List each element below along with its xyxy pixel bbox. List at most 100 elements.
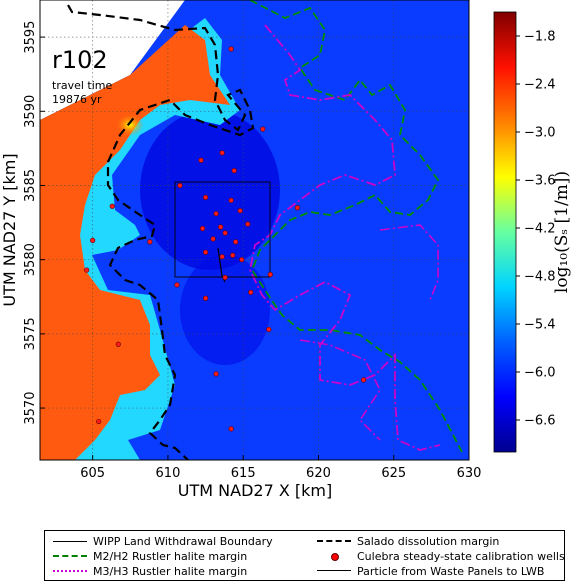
calibration-well [228,46,234,52]
m3-h3-rustler-halite-margin [249,24,441,451]
calibration-well [219,254,225,260]
high-storativity-region [40,25,230,460]
calibration-well [267,271,273,278]
calibration-well [115,341,121,347]
colorbar-tick-label: −1.8 [524,30,556,45]
legend-item-wipp-boundary: WIPP Land Withdrawal Boundary [53,533,273,549]
x-axis-label: UTM NAD27 X [km] [178,481,332,500]
grid-lines [40,0,469,460]
low-storativity-patch [180,255,270,365]
y-tick-label: 3590 [23,95,38,128]
calibration-well [147,239,153,245]
colorbar [493,11,517,453]
legend-swatch-wipp-boundary [53,533,87,549]
calibration-well [90,237,96,243]
calibration-well [219,150,225,156]
calibration-well [230,252,236,258]
calibration-well [210,236,216,242]
x-tick-label: 605 [80,466,105,481]
colorbar-tick-label: −3.6 [524,174,556,189]
calibration-well [228,197,234,203]
legend: WIPP Land Withdrawal Boundary Salado dis… [44,530,565,581]
colorbar-tick-label: −6.0 [524,366,556,381]
calibration-well [174,282,180,288]
calibration-well [222,274,228,281]
y-tick-label: 3580 [23,243,38,276]
calibration-wells [84,46,367,432]
calibration-well [202,249,209,255]
legend-label-m3h3: M3/H3 Rustler halite margin [93,564,248,578]
legend-item-particle: Particle from Waste Panels to LWB [317,563,544,579]
y-axis-label: UTM NAD27 Y [km] [0,153,19,306]
x-tick-label: 610 [156,466,181,481]
legend-label-salado: Salado dissolution margin [357,534,500,548]
y-axis-ticks: 3595 3590 3585 3580 3575 3570 [23,21,45,425]
calibration-well [109,203,115,209]
x-tick-label: 615 [231,466,256,481]
colorbar-tick-label: −4.2 [524,222,556,237]
calibration-well [237,208,243,214]
travel-time-label: travel time [52,79,112,92]
calibration-well [361,377,367,383]
legend-swatch-m3h3 [53,563,87,579]
y-tick-label: 3575 [23,317,38,350]
calibration-well [198,157,204,163]
travel-time-value: 19876 yr [52,93,102,106]
legend-swatch-wells [317,548,351,564]
calibration-well [218,224,224,230]
calibration-well [260,126,266,132]
run-label: r102 [52,46,108,74]
colorbar-label: log₁₀(Sₛ [1/m]) [552,171,572,293]
salado-dissolution-margin [67,4,255,460]
legend-swatch-salado [317,533,351,549]
legend-label-particle: Particle from Waste Panels to LWB [357,564,545,578]
legend-label-m2h2: M2/H2 Rustler halite margin [93,549,248,563]
map-plot-area: r102 travel time 19876 yr [40,0,469,460]
calibration-well [177,182,183,189]
colorbar-tick-label: −4.8 [524,270,556,285]
colorbar-ticks: −1.8 −2.4 −3.0 −3.6 −4.2 −4.8 −5.4 −6.0 −6.6 [516,30,556,429]
plot-frame [39,0,470,461]
legend-label-wells: Culebra steady-state calibration wells [357,549,565,563]
x-tick-label: 625 [381,466,406,481]
calibration-well [84,267,90,273]
colorbar-tick-label: −6.6 [524,414,556,429]
y-tick-label: 3570 [23,392,38,425]
calibration-well [96,418,102,425]
m3-h3-rustler-halite-margin-secondary [299,224,439,441]
m2-h2-rustler-halite-margin [249,0,463,453]
legend-item-wells: Culebra steady-state calibration wells [317,548,565,564]
legend-swatch-m2h2 [53,548,87,564]
calibration-well [222,230,228,236]
low-storativity-patch [140,110,280,270]
legend-item-m2h2: M2/H2 Rustler halite margin [53,548,247,564]
calibration-well [239,257,245,263]
calibration-well [213,371,219,377]
calibration-well [248,289,254,295]
calibration-well [245,221,251,227]
calibration-well [213,211,219,217]
calibration-well [266,326,272,333]
x-axis-ticks: 605 610 615 620 625 630 [80,455,481,481]
x-tick-label: 620 [306,466,331,481]
calibration-well [202,295,209,301]
calibration-well [228,426,234,432]
calibration-well [202,194,209,200]
calibration-well [199,225,206,232]
legend-swatch-particle [317,563,351,579]
y-tick-label: 3595 [23,21,38,54]
calibration-well [233,239,239,245]
legend-label-wipp-boundary: WIPP Land Withdrawal Boundary [93,534,273,548]
no-data-region [40,0,185,120]
colorbar-tick-label: −3.0 [524,126,556,141]
calibration-well [231,168,237,174]
peak-storativity-spot [116,114,144,136]
legend-item-salado: Salado dissolution margin [317,533,499,549]
x-tick-label: 630 [457,466,482,481]
calibration-well [294,205,301,211]
y-tick-label: 3585 [23,169,38,202]
colorbar-tick-label: −5.4 [524,318,556,333]
colorbar-tick-label: −2.4 [524,78,556,93]
legend-item-m3h3: M3/H3 Rustler halite margin [53,563,247,579]
